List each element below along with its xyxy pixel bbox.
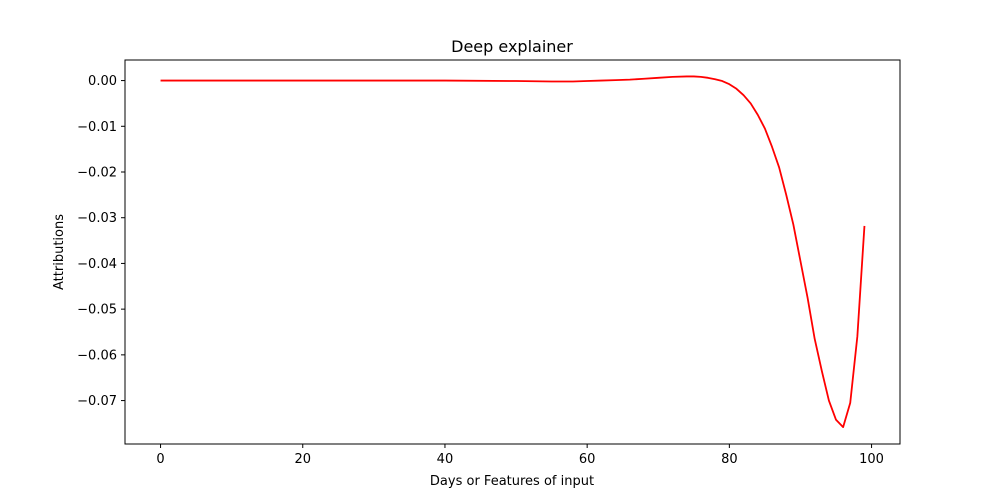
- x-tick-label: 0: [156, 452, 164, 467]
- y-tick-label: −0.06: [77, 348, 117, 363]
- plot-frame: [124, 59, 901, 445]
- ticks-layer: 0 20 40 60 80 100 0.00 −0.01 −0.02 −0.03 −0.04 −0.0…: [77, 74, 884, 467]
- x-axis-label: Days or Features of input: [430, 474, 594, 489]
- chart-title: Deep explainer: [451, 37, 573, 56]
- y-tick-label: −0.05: [77, 303, 117, 318]
- x-tick-label: 20: [294, 452, 311, 467]
- x-tick-label: 60: [579, 452, 596, 467]
- y-tick-label: 0.00: [88, 74, 117, 89]
- x-tick-label: 80: [721, 452, 738, 467]
- plot-layer: [160, 75, 866, 428]
- x-tick-label: 100: [859, 452, 884, 467]
- y-axis-label: Attributions: [52, 214, 67, 290]
- x-tick-label: 40: [437, 452, 454, 467]
- y-tick-label: −0.02: [77, 166, 117, 181]
- y-tick-label: −0.03: [77, 211, 117, 226]
- series-line: [160, 75, 866, 428]
- y-tick-label: −0.07: [77, 394, 117, 409]
- y-tick-label: −0.01: [77, 120, 117, 135]
- y-tick-label: −0.04: [77, 257, 117, 272]
